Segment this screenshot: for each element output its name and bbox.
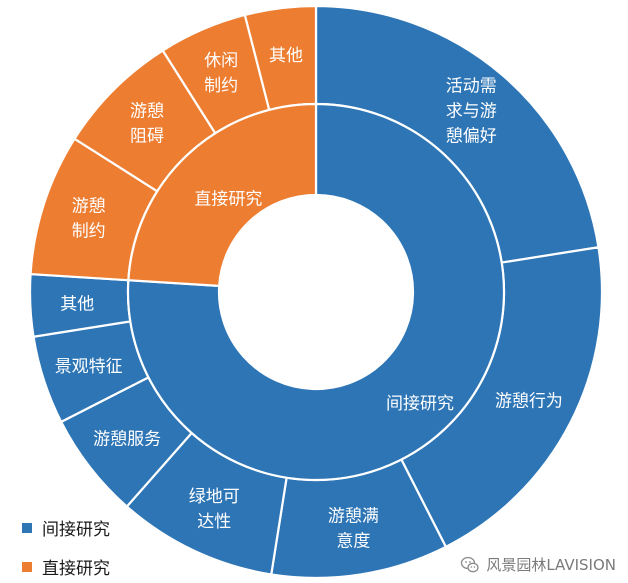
outer-label-9: 休闲制约 (204, 51, 238, 96)
outer-label-5: 景观特征 (55, 357, 123, 377)
inner-segment-0 (126, 102, 506, 482)
legend-item-direct: 直接研究 (22, 554, 110, 579)
wechat-icon (461, 556, 479, 572)
outer-label-7: 游憩制约 (72, 197, 106, 242)
legend-label-direct: 直接研究 (42, 559, 110, 579)
center-hole (220, 196, 412, 388)
outer-label-3: 绿地可达性 (189, 487, 240, 532)
legend-swatch-indirect (22, 522, 32, 533)
outer-label-10: 其他 (269, 46, 303, 66)
inner-segment-1 (127, 102, 318, 288)
watermark: 风景园林LAVISION (460, 554, 616, 575)
outer-label-0: 活动需求与游憩偏好 (446, 76, 497, 146)
legend-label-indirect: 间接研究 (42, 520, 110, 540)
outer-label-2: 游憩满意度 (328, 507, 379, 552)
legend-swatch-direct (22, 561, 32, 572)
legend-item-indirect: 间接研究 (22, 515, 110, 540)
outer-label-8: 游憩阻碍 (130, 102, 164, 147)
outer-label-6: 其他 (60, 294, 94, 314)
watermark-text: 风景园林LAVISION (486, 556, 616, 574)
inner-label-0: 间接研究 (386, 394, 454, 414)
outer-label-1: 游憩行为 (495, 392, 563, 412)
inner-label-1: 直接研究 (194, 190, 262, 210)
outer-label-4: 游憩服务 (93, 429, 161, 449)
